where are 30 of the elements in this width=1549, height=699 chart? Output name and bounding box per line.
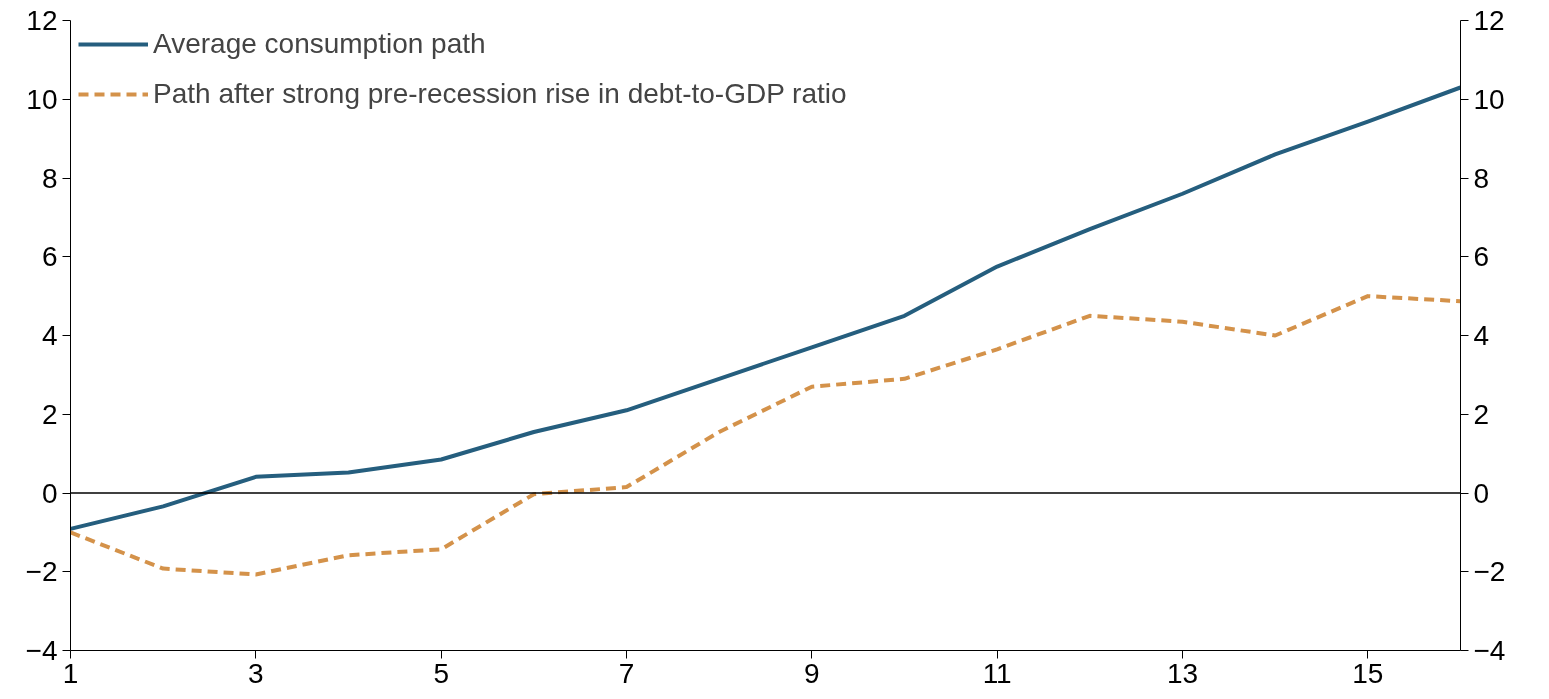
y-tick-label: 10: [26, 83, 58, 115]
line-series: [70, 85, 1461, 531]
x-tick-label: 9: [804, 657, 820, 689]
y2-tick-label: 12: [1473, 5, 1505, 36]
y-tick-label: 2: [41, 398, 58, 430]
y2-tick-label: 8: [1473, 162, 1490, 194]
y2-tick-label: 4: [1473, 320, 1490, 351]
y-tick-label: 6: [41, 241, 58, 273]
x-tick-label: 3: [248, 657, 264, 689]
x-tick-label: 11: [982, 657, 1012, 689]
y-tick-label: −2: [25, 556, 58, 588]
y2-tick-label: −2: [1473, 556, 1506, 588]
x-tick-label: 5: [433, 657, 449, 689]
y2-tick-label: 2: [1473, 398, 1490, 430]
y2-tick-label: 6: [1473, 241, 1490, 273]
y-tick-label: 8: [41, 162, 58, 194]
legend-label: Path after strong pre-recession rise in debt-to-GDP ratio: [153, 78, 847, 110]
x-tick-label: 13: [1166, 657, 1199, 689]
x-tick-label: 1: [62, 657, 79, 689]
y-tick-label: 0: [41, 477, 58, 509]
x-tick-label: 15: [1352, 657, 1384, 689]
legend-label: Average consumption path: [153, 28, 486, 60]
y2-tick-label: 10: [1473, 83, 1505, 115]
y2-tick-label: −4: [1473, 635, 1506, 666]
x-tick-label: 7: [618, 657, 635, 689]
y-tick-label: −4: [25, 635, 58, 666]
line-series: [70, 294, 1461, 577]
y-tick-label: 12: [26, 5, 58, 36]
y2-tick-label: 0: [1473, 477, 1490, 509]
y-tick-label: 4: [41, 320, 58, 351]
